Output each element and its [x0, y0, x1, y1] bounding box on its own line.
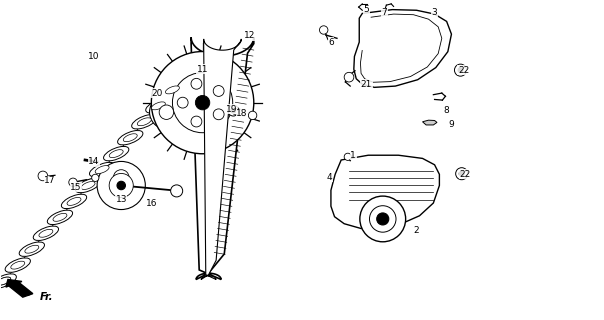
Ellipse shape: [53, 213, 67, 221]
Ellipse shape: [454, 64, 466, 76]
Text: 15: 15: [70, 183, 82, 192]
Ellipse shape: [137, 118, 151, 126]
Ellipse shape: [195, 95, 210, 110]
Ellipse shape: [228, 105, 239, 116]
Text: 2: 2: [414, 226, 419, 235]
Ellipse shape: [213, 85, 224, 96]
Ellipse shape: [171, 185, 182, 197]
Ellipse shape: [160, 83, 185, 97]
Ellipse shape: [19, 242, 45, 256]
Text: 22: 22: [458, 66, 469, 75]
Text: 22: 22: [459, 170, 471, 179]
Polygon shape: [191, 37, 254, 279]
Text: 16: 16: [146, 198, 157, 207]
Ellipse shape: [370, 206, 396, 232]
Ellipse shape: [159, 105, 173, 119]
Ellipse shape: [117, 181, 126, 190]
Ellipse shape: [191, 116, 202, 127]
Ellipse shape: [114, 170, 129, 185]
Text: 6: 6: [328, 38, 334, 47]
Ellipse shape: [177, 97, 188, 108]
Ellipse shape: [213, 109, 224, 120]
FancyArrow shape: [6, 279, 33, 297]
Text: 8: 8: [444, 106, 449, 115]
Ellipse shape: [89, 162, 115, 177]
Text: 3: 3: [432, 8, 437, 17]
Ellipse shape: [152, 52, 254, 154]
Text: 7: 7: [382, 8, 387, 17]
Ellipse shape: [191, 78, 202, 89]
Ellipse shape: [455, 168, 467, 180]
Ellipse shape: [5, 258, 30, 272]
Ellipse shape: [62, 194, 86, 209]
Ellipse shape: [165, 86, 179, 94]
Text: Fr.: Fr.: [40, 292, 54, 302]
Text: 19: 19: [226, 105, 238, 114]
Ellipse shape: [67, 197, 81, 205]
Ellipse shape: [458, 68, 463, 73]
Ellipse shape: [152, 102, 165, 110]
Text: 17: 17: [44, 176, 56, 185]
Text: 20: 20: [152, 89, 163, 98]
Ellipse shape: [69, 178, 77, 187]
Polygon shape: [423, 120, 437, 125]
Text: 10: 10: [88, 52, 100, 61]
Ellipse shape: [39, 229, 53, 237]
Ellipse shape: [97, 161, 146, 210]
Ellipse shape: [118, 131, 143, 145]
Ellipse shape: [231, 108, 236, 113]
Ellipse shape: [344, 153, 352, 160]
Polygon shape: [354, 10, 451, 87]
Ellipse shape: [76, 178, 101, 193]
Text: 18: 18: [236, 109, 248, 118]
Ellipse shape: [132, 115, 157, 129]
Ellipse shape: [109, 173, 133, 197]
Ellipse shape: [0, 277, 11, 285]
Polygon shape: [201, 39, 241, 279]
Text: 4: 4: [327, 173, 333, 182]
Ellipse shape: [25, 245, 39, 253]
Ellipse shape: [150, 95, 183, 129]
Ellipse shape: [0, 274, 16, 288]
Ellipse shape: [33, 226, 59, 241]
Ellipse shape: [320, 26, 328, 34]
Ellipse shape: [248, 111, 257, 120]
Ellipse shape: [146, 99, 171, 113]
Ellipse shape: [109, 150, 123, 157]
Text: 5: 5: [364, 5, 370, 14]
Ellipse shape: [11, 261, 25, 269]
Ellipse shape: [377, 213, 389, 225]
Text: 14: 14: [88, 157, 100, 166]
Ellipse shape: [92, 174, 99, 181]
Ellipse shape: [47, 210, 72, 225]
Ellipse shape: [172, 73, 233, 133]
Ellipse shape: [344, 72, 354, 82]
Ellipse shape: [0, 277, 11, 285]
Polygon shape: [331, 155, 439, 228]
Text: 11: 11: [197, 65, 208, 74]
Ellipse shape: [81, 181, 95, 189]
Ellipse shape: [38, 171, 48, 181]
Ellipse shape: [95, 165, 109, 173]
Text: 21: 21: [361, 80, 372, 89]
Ellipse shape: [123, 134, 137, 142]
Text: 1: 1: [350, 151, 356, 160]
Text: 12: 12: [244, 31, 255, 40]
Text: 9: 9: [449, 120, 454, 130]
Ellipse shape: [103, 147, 129, 161]
Ellipse shape: [360, 196, 406, 242]
Ellipse shape: [459, 171, 464, 176]
Text: 13: 13: [115, 195, 127, 204]
